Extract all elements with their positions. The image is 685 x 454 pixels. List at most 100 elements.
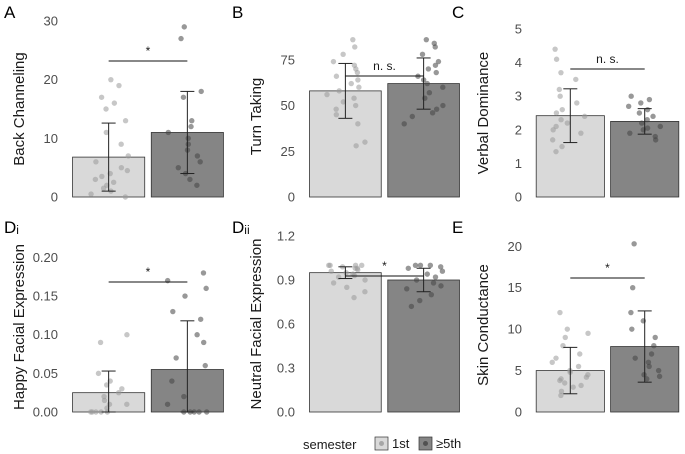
data-point <box>343 269 349 276</box>
data-point <box>405 265 412 271</box>
data-point <box>356 84 362 90</box>
data-point <box>194 153 201 159</box>
data-point <box>650 113 656 120</box>
legend-label: 1st <box>392 436 410 451</box>
bar-fifth <box>387 279 460 413</box>
significance-label: * <box>146 44 151 58</box>
data-point <box>333 73 340 79</box>
data-point <box>169 378 175 384</box>
data-point <box>412 262 419 269</box>
data-point <box>557 309 563 316</box>
data-point <box>409 113 416 120</box>
data-point <box>181 393 187 400</box>
data-point <box>578 130 584 136</box>
data-point <box>350 271 356 277</box>
data-point <box>198 88 204 95</box>
data-point <box>553 110 560 116</box>
data-point <box>558 117 564 123</box>
significance-label: * <box>382 259 387 273</box>
data-point <box>196 409 202 415</box>
data-point <box>573 76 579 83</box>
data-point <box>553 148 559 155</box>
data-point <box>88 191 94 197</box>
data-point <box>92 176 99 183</box>
data-point <box>652 334 658 341</box>
y-tick-label: 4 <box>515 55 522 70</box>
data-point <box>351 62 358 68</box>
data-point <box>173 355 179 361</box>
data-point <box>97 339 104 346</box>
panel-di: Dᵢ Happy Facial Expression 0.00 0.05 0.10 0.1… <box>4 218 224 420</box>
data-point <box>585 330 591 336</box>
significance-label: * <box>146 265 151 279</box>
data-point <box>103 106 109 112</box>
data-point <box>440 84 446 90</box>
data-point <box>185 135 191 142</box>
data-point <box>98 409 104 415</box>
data-point <box>559 143 565 150</box>
legend-title: semester <box>303 437 357 452</box>
data-point <box>164 401 171 407</box>
y-tick-label: 5 <box>515 363 522 378</box>
y-tick-label: 5 <box>515 22 522 37</box>
data-point <box>203 285 209 292</box>
data-point <box>408 303 415 310</box>
data-point <box>627 130 633 136</box>
data-point <box>401 121 407 127</box>
data-point <box>553 355 559 361</box>
data-point <box>122 194 129 200</box>
y-tick-label: 0.20 <box>33 250 58 265</box>
data-point <box>631 241 637 247</box>
data-point <box>549 359 555 365</box>
data-point <box>340 51 346 57</box>
data-point <box>628 93 634 99</box>
data-point <box>638 100 644 106</box>
legend: semester 1st ≥5th <box>303 436 461 452</box>
data-point <box>628 309 634 316</box>
data-point <box>352 262 359 269</box>
panel-b: B Turn Taking 0 25 50 75 n. s. <box>232 3 460 205</box>
data-point <box>88 409 94 415</box>
y-tick-label: 30 <box>44 14 58 29</box>
y-tick-label: 2 <box>515 122 522 137</box>
data-point <box>194 182 200 188</box>
data-point <box>362 289 368 295</box>
data-point <box>581 113 588 120</box>
data-point <box>115 389 122 396</box>
panel-e: E Skin Conductance 0 5 10 15 20 * <box>452 218 680 420</box>
panel-label: C <box>452 3 464 22</box>
data-point <box>632 355 638 361</box>
data-point <box>629 326 635 332</box>
data-point <box>180 94 187 100</box>
y-tick-label: 0.10 <box>33 327 58 342</box>
data-point <box>182 293 188 299</box>
data-point <box>201 339 207 346</box>
data-point <box>413 277 420 283</box>
data-point <box>125 153 131 159</box>
data-point <box>648 351 655 357</box>
data-point <box>344 284 350 291</box>
data-point <box>103 382 110 388</box>
data-point <box>430 280 437 286</box>
data-point <box>106 401 113 407</box>
data-point <box>552 46 558 52</box>
data-point <box>355 121 361 127</box>
data-point <box>118 141 124 147</box>
data-point <box>558 376 564 382</box>
data-point <box>419 51 426 57</box>
y-tick-label: 75 <box>281 52 295 67</box>
y-tick-label: 0.9 <box>277 273 295 288</box>
y-tick-label: 20 <box>508 239 522 254</box>
data-point <box>657 123 663 130</box>
data-point <box>656 373 663 380</box>
data-point <box>558 392 564 399</box>
data-point <box>124 167 131 174</box>
data-point <box>355 77 361 83</box>
data-point <box>557 93 563 99</box>
data-point <box>348 80 354 87</box>
data-point <box>424 271 430 277</box>
data-point <box>427 262 434 269</box>
data-point <box>425 66 432 72</box>
data-point <box>417 297 423 304</box>
